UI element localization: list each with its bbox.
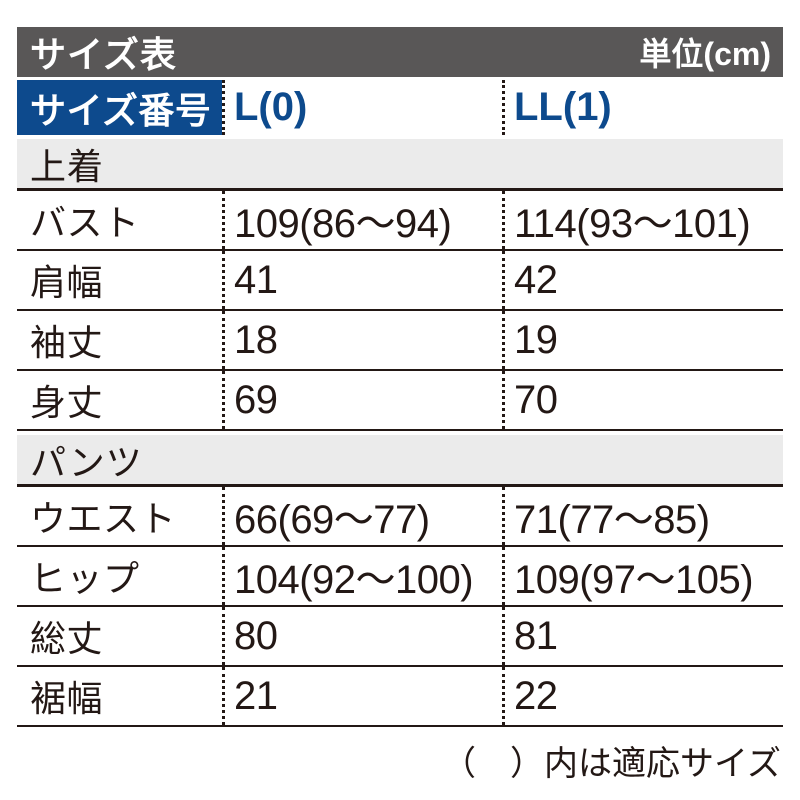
row-value-ll: 81 xyxy=(502,607,783,665)
section-title: 上着 xyxy=(30,145,105,187)
row-value-l: 80 xyxy=(222,607,502,665)
row-value-l: 69 xyxy=(222,371,502,429)
table-row-waist: ウエスト 66(69〜77) 71(77〜85) xyxy=(17,487,783,547)
size-number-row: サイズ番号 L(0) LL(1) xyxy=(17,80,783,135)
row-label: ウエスト xyxy=(30,498,177,539)
row-label: 肩幅 xyxy=(30,262,104,303)
table-row-total-length: 総丈 80 81 xyxy=(17,607,783,667)
row-value-ll: 109(97〜105) xyxy=(502,547,783,605)
size-number-header: サイズ番号 xyxy=(17,80,222,135)
row-value-ll: 71(77〜85) xyxy=(502,487,783,545)
row-value-l: 18 xyxy=(222,311,502,369)
table-row-bust: バスト 109(86〜94) 114(93〜101) xyxy=(17,191,783,251)
row-label: 裾幅 xyxy=(30,678,104,719)
row-value-ll: 70 xyxy=(502,371,783,429)
table-row-hip: ヒップ 104(92〜100) 109(97〜105) xyxy=(17,547,783,607)
section-header-jacket: 上着 xyxy=(17,139,783,191)
row-value-l: 66(69〜77) xyxy=(222,487,502,545)
row-label: バスト xyxy=(30,202,140,243)
column-header-l: L(0) xyxy=(222,80,502,135)
row-label: 身丈 xyxy=(30,382,104,423)
section-title: パンツ xyxy=(30,441,143,483)
row-value-l: 104(92〜100) xyxy=(222,547,502,605)
row-label: 総丈 xyxy=(30,618,104,659)
row-value-l: 41 xyxy=(222,251,502,309)
table-row-sleeve: 袖丈 18 19 xyxy=(17,311,783,371)
table-row-body-length: 身丈 69 70 xyxy=(17,371,783,431)
column-header-ll: LL(1) xyxy=(502,80,783,135)
chart-title: サイズ表 xyxy=(30,34,177,75)
section-header-pants: パンツ xyxy=(17,435,783,487)
row-label: 袖丈 xyxy=(30,322,104,363)
table-row-shoulder: 肩幅 41 42 xyxy=(17,251,783,311)
title-bar: サイズ表 単位(cm) xyxy=(17,27,783,77)
row-value-ll: 42 xyxy=(502,251,783,309)
row-value-l: 21 xyxy=(222,667,502,725)
row-value-l: 109(86〜94) xyxy=(222,191,502,249)
unit-label: 単位(cm) xyxy=(639,36,771,72)
row-value-ll: 19 xyxy=(502,311,783,369)
table-row-hem-width: 裾幅 21 22 xyxy=(17,667,783,727)
size-chart: サイズ表 単位(cm) サイズ番号 L(0) LL(1) 上着 バスト 109(… xyxy=(17,27,783,785)
row-value-ll: 114(93〜101) xyxy=(502,191,783,249)
footnote: （ ）内は適応サイズ xyxy=(442,745,781,783)
row-label: ヒップ xyxy=(30,558,140,599)
row-value-ll: 22 xyxy=(502,667,783,725)
